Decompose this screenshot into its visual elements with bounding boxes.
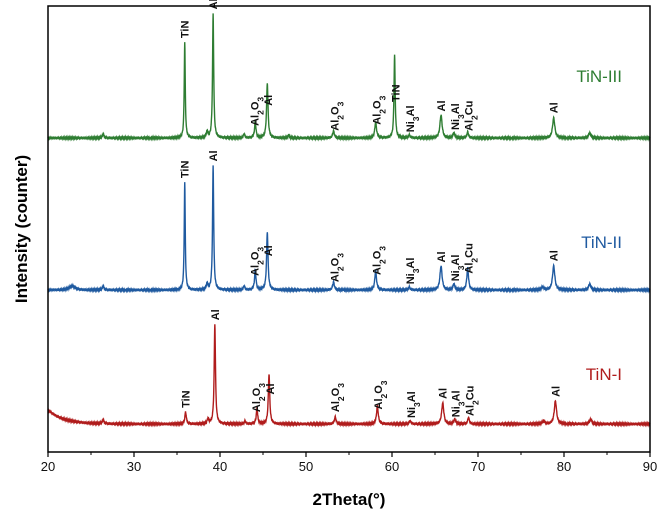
series-label: TiN-III bbox=[576, 67, 622, 86]
peak-label: Al bbox=[438, 388, 450, 399]
peak-label: Al2O3 bbox=[329, 253, 345, 282]
peak-label: Al bbox=[208, 150, 220, 161]
peak-label: Al bbox=[436, 252, 448, 263]
peak-label: TiN bbox=[180, 21, 192, 39]
peak-label: Al2O3 bbox=[372, 246, 388, 275]
peak-label: Al bbox=[436, 101, 448, 112]
series-layer: TiN-III TiN-II TiN-I bbox=[47, 13, 651, 428]
peak-label: Al2O3 bbox=[372, 95, 388, 124]
peak-label: Ni3Al bbox=[451, 390, 467, 417]
peak-label: TiN bbox=[181, 390, 193, 408]
x-tick-label: 50 bbox=[299, 459, 313, 474]
peak-label: Al bbox=[549, 250, 561, 261]
peak-label: Al2O3 bbox=[330, 383, 346, 412]
peak-label: Al bbox=[263, 95, 275, 106]
series-line-tin-iii bbox=[47, 13, 651, 142]
peak-label: Al bbox=[210, 309, 222, 320]
peak-label: Ni3Al bbox=[406, 391, 422, 418]
peak-label: Al2O3 bbox=[249, 97, 265, 126]
peak-label: Ni3Al bbox=[405, 105, 421, 132]
plot-frame bbox=[47, 5, 651, 453]
x-tick-label: 90 bbox=[643, 459, 657, 474]
peak-label: Al bbox=[550, 386, 562, 397]
peak-label: TiN bbox=[180, 161, 192, 179]
peak-label: Al2O3 bbox=[251, 383, 267, 412]
peak-label: Al bbox=[263, 245, 275, 256]
peak-label: Ni3Al bbox=[450, 103, 466, 130]
x-tick-label: 30 bbox=[127, 459, 141, 474]
peak-label: Al2O3 bbox=[329, 101, 345, 130]
series-line-tin-ii bbox=[47, 165, 651, 294]
x-tick-label: 80 bbox=[557, 459, 571, 474]
x-tick-label: 20 bbox=[41, 459, 55, 474]
series-label: TiN-II bbox=[581, 233, 622, 252]
peak-label: Al bbox=[265, 384, 277, 395]
peak-label: TiN bbox=[390, 84, 402, 102]
peak-label: Al2O3 bbox=[373, 380, 389, 409]
x-axis-title: 2Theta(°) bbox=[313, 490, 386, 509]
peak-label: Ni3Al bbox=[450, 255, 466, 282]
series-label: TiN-I bbox=[586, 365, 622, 384]
x-axis-ticks: 20 30 40 50 60 70 80 90 bbox=[41, 452, 657, 474]
x-tick-label: 70 bbox=[471, 459, 485, 474]
x-tick-label: 40 bbox=[213, 459, 227, 474]
peak-label: Al2Cu bbox=[464, 101, 480, 131]
peak-label: Ni3Al bbox=[405, 258, 421, 285]
y-axis-title: Intensity (counter) bbox=[12, 155, 31, 303]
peak-label: Al2Cu bbox=[464, 243, 480, 273]
x-tick-label: 60 bbox=[385, 459, 399, 474]
peak-label: Al bbox=[549, 102, 561, 113]
series-line-tin-i bbox=[47, 324, 651, 428]
peak-label: Al2Cu bbox=[464, 386, 480, 416]
peak-label: Al bbox=[208, 0, 220, 9]
peak-label: Al2O3 bbox=[249, 247, 265, 276]
